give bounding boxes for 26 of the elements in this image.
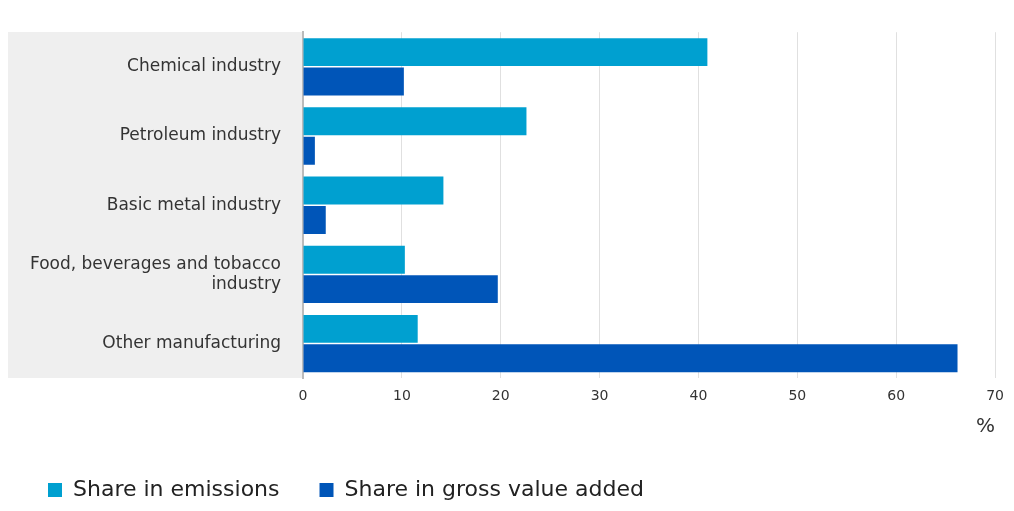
- x-tick-label: 0: [298, 387, 308, 404]
- x-tick-label: 60: [887, 387, 906, 404]
- legend-label: Share in gross value added: [344, 475, 644, 501]
- y-tick-label: Basic metal industry: [106, 193, 282, 214]
- bar: [303, 38, 708, 67]
- x-axis-title: %: [976, 413, 996, 438]
- x-tick-label: 50: [788, 387, 807, 404]
- y-tick-label: Food, beverages and tobacco industry: [30, 252, 282, 294]
- y-tick-label: Other manufacturing: [102, 332, 282, 353]
- y-tick-label: Petroleum industry: [119, 124, 282, 145]
- bar: [303, 344, 958, 373]
- x-tick-label: 70: [986, 387, 1005, 404]
- x-tick-label: 30: [590, 387, 609, 404]
- bar: [303, 314, 418, 343]
- bar: [303, 176, 444, 205]
- y-tick-label: Chemical industry: [127, 55, 282, 76]
- bar: [303, 107, 527, 136]
- x-tick-label: 40: [689, 387, 708, 404]
- bar: [303, 136, 315, 165]
- x-tick-label: 10: [392, 387, 411, 404]
- x-tick-label: 20: [491, 387, 510, 404]
- bar: [303, 245, 405, 274]
- bar: [303, 67, 404, 96]
- legend-label: Share in emissions: [73, 475, 280, 501]
- bar: [303, 275, 498, 304]
- bar: [303, 205, 326, 234]
